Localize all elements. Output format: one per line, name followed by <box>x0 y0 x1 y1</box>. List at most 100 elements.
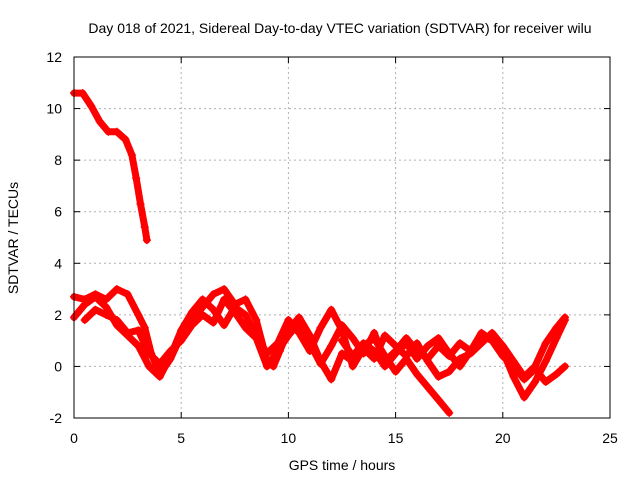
data-point-marker <box>220 285 229 294</box>
data-point-marker <box>134 310 143 319</box>
data-point-marker <box>91 305 100 314</box>
y-tick-label: 8 <box>54 152 62 168</box>
data-point-marker <box>434 372 443 381</box>
data-point-marker <box>498 352 507 361</box>
data-point-marker <box>136 199 145 208</box>
x-tick-label: 0 <box>70 430 78 446</box>
data-point-marker <box>91 292 100 301</box>
x-tick-label: 10 <box>281 430 297 446</box>
data-point-marker <box>348 334 357 343</box>
data-point-marker <box>132 174 141 183</box>
data-point-marker <box>455 339 464 348</box>
y-tick-label: -2 <box>50 410 63 426</box>
data-point-marker <box>348 352 357 361</box>
y-tick-label: 0 <box>54 358 62 374</box>
data-point-marker <box>241 295 250 304</box>
data-point-marker <box>87 101 96 110</box>
data-point-marker <box>434 395 443 404</box>
data-point-marker <box>273 346 282 355</box>
data-point-marker <box>142 236 151 245</box>
data-point-marker <box>78 89 87 98</box>
plot-frame <box>73 56 611 419</box>
data-point-marker <box>391 349 400 358</box>
data-point-marker <box>305 339 314 348</box>
data-point-marker <box>220 321 229 330</box>
data-point-marker <box>445 367 454 376</box>
data-point-marker <box>380 362 389 371</box>
data-point-marker <box>423 383 432 392</box>
data-point-marker <box>455 362 464 371</box>
x-axis-label: GPS time / hours <box>289 457 396 473</box>
data-point-marker <box>327 305 336 314</box>
data-point-marker <box>488 328 497 337</box>
data-point-marker <box>140 223 149 232</box>
data-point-marker <box>327 375 336 384</box>
series-line <box>70 89 151 244</box>
data-point-marker <box>209 290 218 299</box>
y-tick-label: 4 <box>54 255 62 271</box>
data-point-marker <box>402 352 411 361</box>
data-point-marker <box>198 295 207 304</box>
data-point-marker <box>80 300 89 309</box>
data-point-marker <box>241 323 250 332</box>
data-point-marker <box>370 328 379 337</box>
data-point-marker <box>104 127 113 136</box>
x-tick-label: 15 <box>388 430 404 446</box>
data-point-marker <box>316 359 325 368</box>
data-point-marker <box>338 349 346 358</box>
data-point-marker <box>477 328 486 337</box>
data-point-marker <box>123 328 132 337</box>
x-tick-label: 5 <box>177 430 185 446</box>
data-point-marker <box>509 372 518 381</box>
data-point-marker <box>488 336 497 345</box>
data-point-marker <box>391 367 400 376</box>
data-point-marker <box>541 339 550 348</box>
data-point-marker <box>509 362 518 371</box>
data-point-marker <box>145 362 154 371</box>
data-point-marker <box>262 362 271 371</box>
data-point-marker <box>112 285 121 294</box>
data-point-marker <box>145 349 154 358</box>
data-point-marker <box>140 323 149 332</box>
data-point-marker <box>284 331 293 340</box>
data-point-marker <box>370 346 379 355</box>
data-point-marker <box>348 362 357 371</box>
data-point-marker <box>220 295 229 304</box>
data-point-marker <box>445 349 454 358</box>
data-point-marker <box>112 127 121 136</box>
data-point-marker <box>252 316 261 325</box>
data-point-marker <box>413 370 422 379</box>
data-point-marker <box>445 408 454 417</box>
chart-title: Day 018 of 2021, Sidereal Day-to-day VTE… <box>88 20 591 36</box>
data-point-marker <box>520 375 529 384</box>
data-point-marker <box>359 339 368 348</box>
series-early-high <box>70 89 151 245</box>
data-point-marker <box>359 349 368 358</box>
data-point-marker <box>520 393 529 402</box>
data-point-marker <box>541 357 550 366</box>
data-point-marker <box>80 316 89 325</box>
x-tick-label: 25 <box>602 430 618 446</box>
data-point-marker <box>166 346 175 355</box>
data-point-marker <box>198 310 207 319</box>
data-point-marker <box>423 354 432 363</box>
x-tick-label: 20 <box>495 430 511 446</box>
series-series-d <box>338 328 569 386</box>
data-point-marker <box>284 316 293 325</box>
data-point-marker <box>134 326 143 335</box>
data-point-marker <box>541 377 550 386</box>
data-point-marker <box>134 341 143 350</box>
data-point-marker <box>155 372 164 381</box>
data-point-marker <box>123 290 132 299</box>
data-point-marker <box>552 334 561 343</box>
data-point-marker <box>187 321 196 330</box>
data-point-marker <box>112 316 121 325</box>
data-point-marker <box>560 362 569 371</box>
data-point-marker <box>177 336 186 345</box>
data-point-marker <box>560 316 569 325</box>
data-point-marker <box>530 377 539 386</box>
data-point-marker <box>338 321 346 330</box>
data-point-marker <box>466 346 475 355</box>
data-series <box>70 89 569 417</box>
